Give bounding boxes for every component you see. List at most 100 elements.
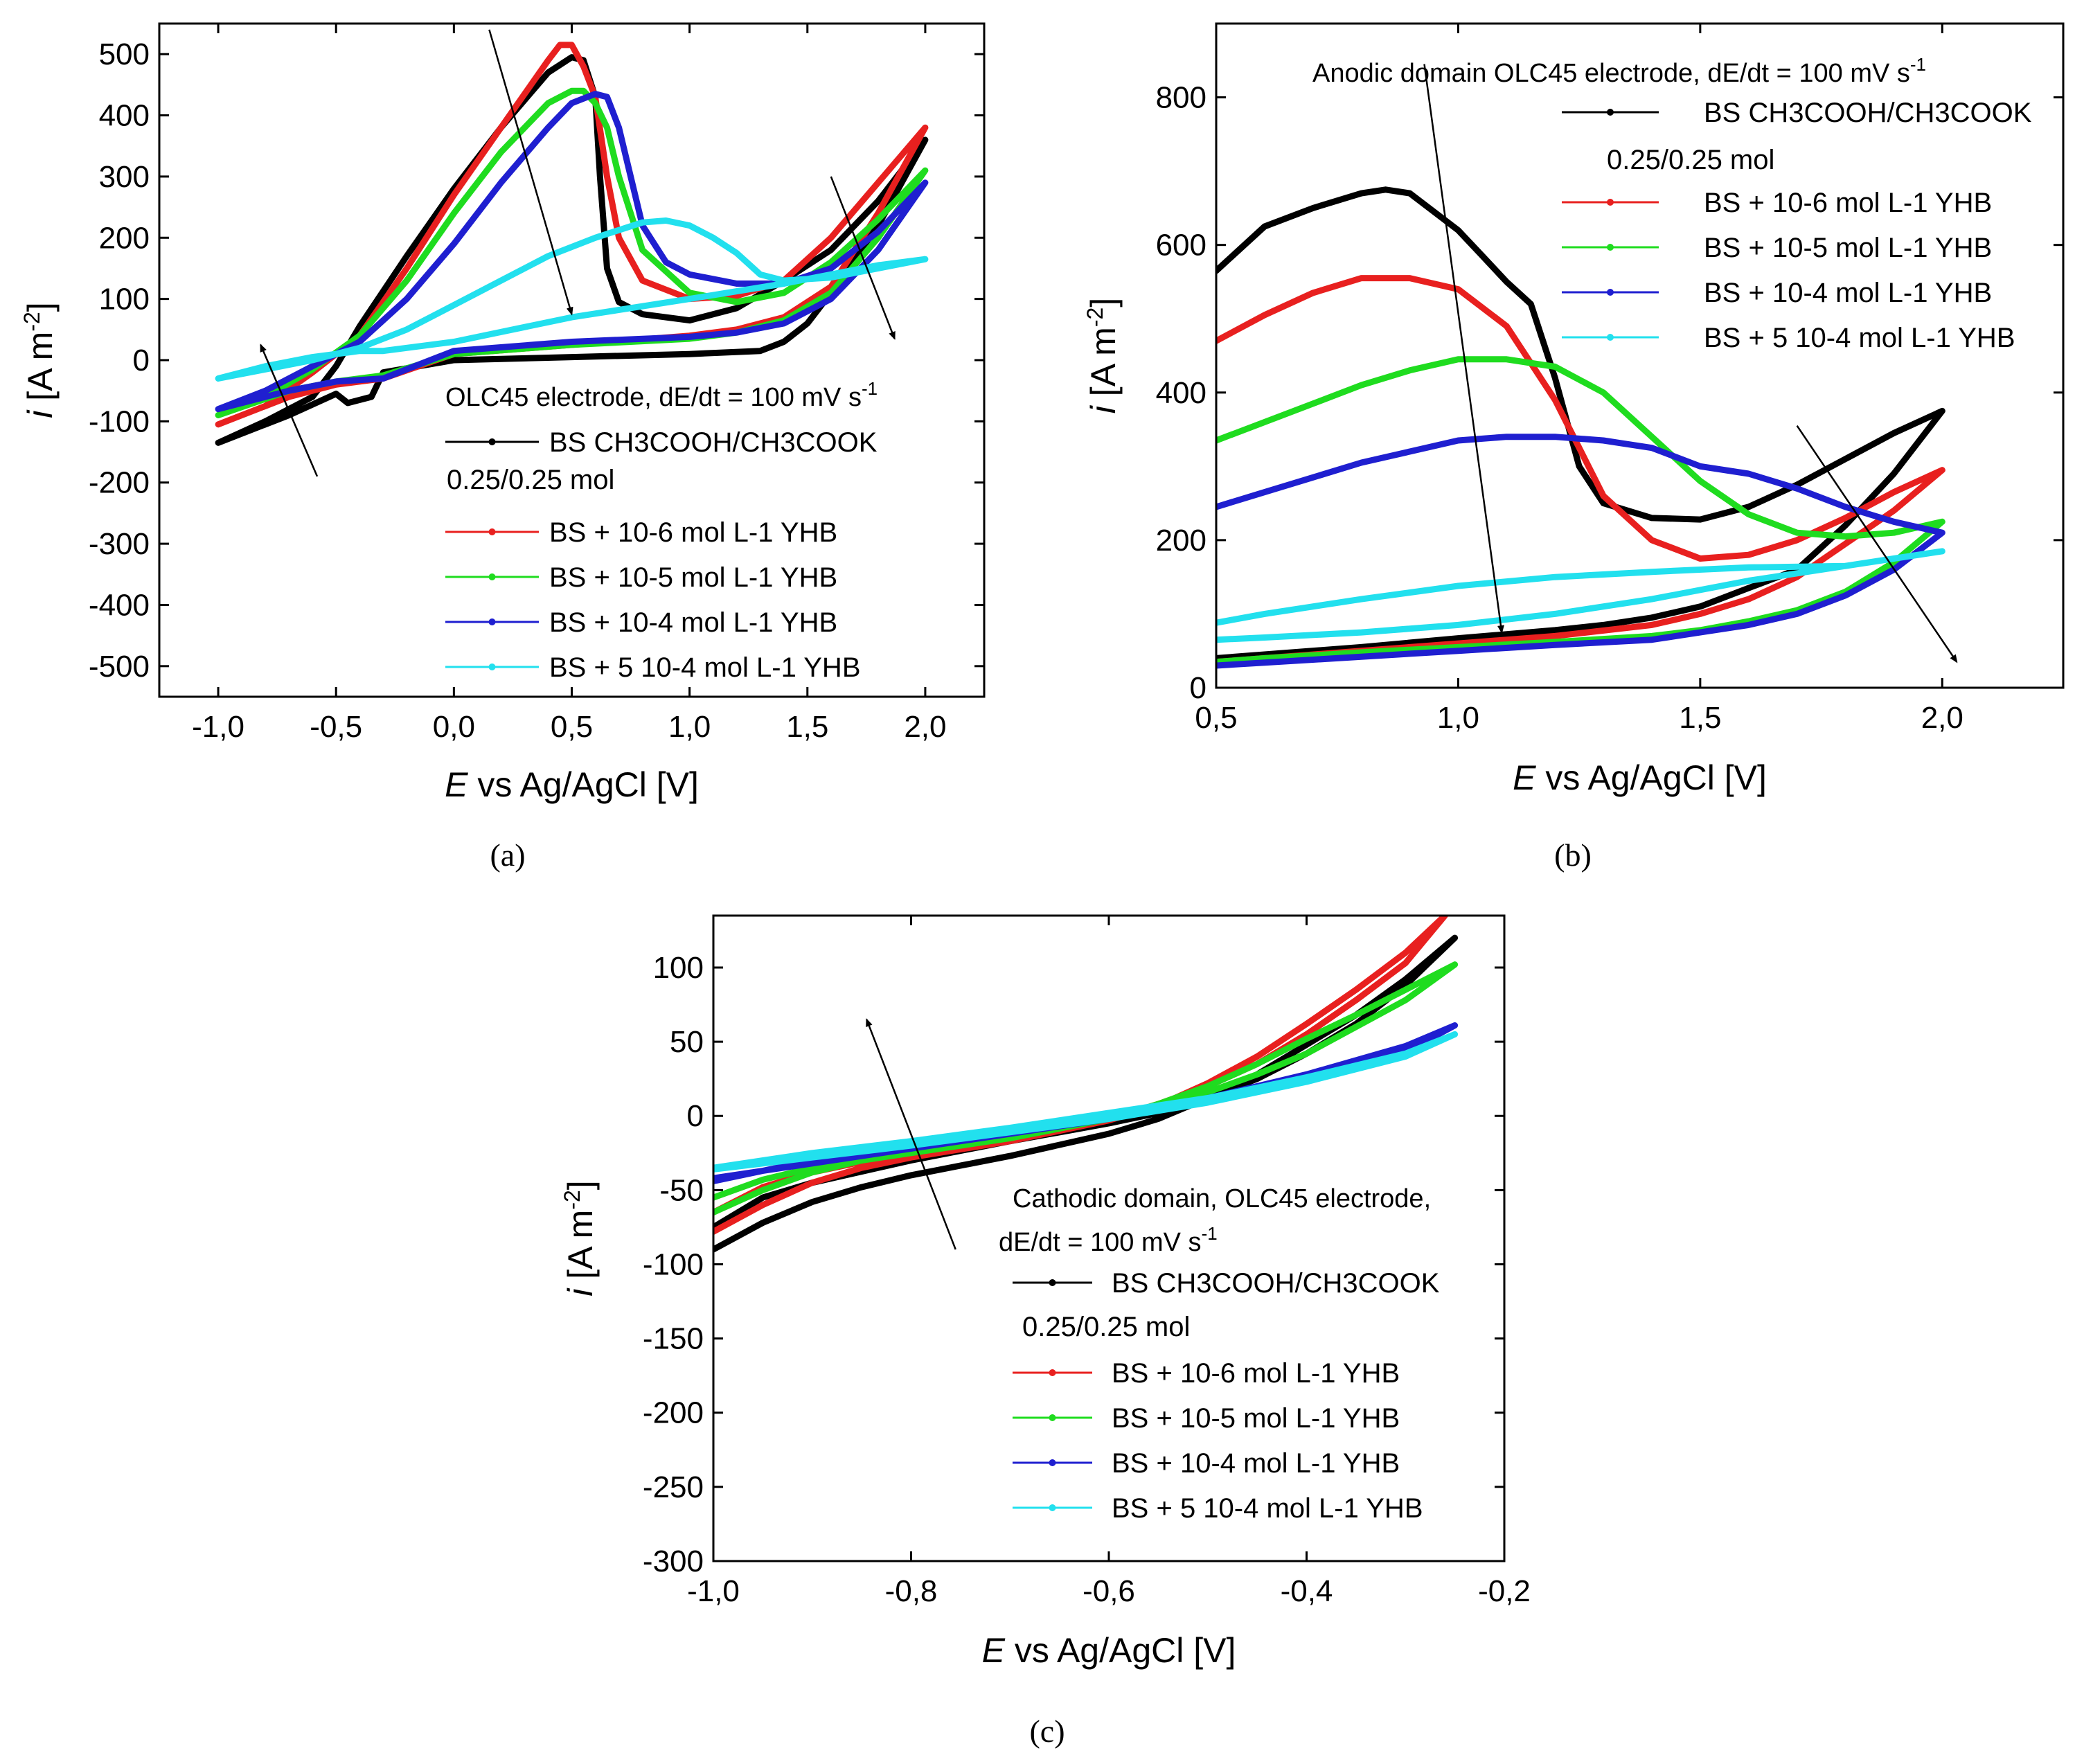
panel-c-ytick-label-1: -250 xyxy=(643,1470,704,1504)
panel-a-legend-label-2: BS + 10-5 mol L-1 YHB xyxy=(549,562,837,593)
panel-b-legend-label-1: BS + 10-6 mol L-1 YHB xyxy=(1704,188,1992,218)
panel-c-legend: BS CH3COOH/CH3COOK BS + 10-6 mol L-1 YHB B… xyxy=(1013,1268,1440,1524)
panel-b-xtick-label-1: 1,0 xyxy=(1437,701,1479,735)
panel-a-legend-marker-3 xyxy=(488,618,496,625)
panel-b-ytick-label-4: 800 xyxy=(1156,81,1206,115)
panel-a-ytick-label-4: -100 xyxy=(89,404,150,438)
panel-b-legend-label-3: BS + 10-4 mol L-1 YHB xyxy=(1704,278,1992,308)
panel-b-xtick-label-3: 2,0 xyxy=(1921,701,1963,735)
panel-c-legend-note: 0.25/0.25 mol xyxy=(1022,1312,1190,1342)
panel-b-legend-note: 0.25/0.25 mol xyxy=(1607,145,1774,175)
panel-a-ytick-label-9: 400 xyxy=(99,99,150,133)
panel-a-xtick-label-6: 2,0 xyxy=(904,710,946,744)
panel-b-series-1 xyxy=(1216,275,1945,666)
panel-a-trend-arrow-0 xyxy=(488,29,573,316)
panel-c-plot: -1,0 -0,8 -0,6 -0,4 -0,2 -300 -250 -200 -150 -100… xyxy=(560,914,1531,1670)
panel-c-ytick-label-2: -200 xyxy=(643,1396,704,1430)
panel-a-trend-arrow-2 xyxy=(260,344,319,477)
panel-a-ytick-label-8: 300 xyxy=(99,160,150,194)
panel-b-xtick-label-0: 0,5 xyxy=(1195,701,1237,735)
panel-b-legend-title: Anodic domain OLC45 electrode, dE/dt = 1… xyxy=(1312,54,1926,88)
panel-c: -1,0 -0,8 -0,6 -0,4 -0,2 -300 -250 -200 -150 -100… xyxy=(560,914,1531,1749)
panel-a-legend-label-4: BS + 5 10-4 mol L-1 YHB xyxy=(549,652,861,683)
panel-c-xtick-label-2: -0,6 xyxy=(1083,1574,1135,1608)
panel-c-legend-label-3: BS + 10-4 mol L-1 YHB xyxy=(1112,1448,1400,1479)
panel-b-frame xyxy=(1215,22,2065,689)
panel-b-x-axis-title: E vs Ag/AgCl [V] xyxy=(1513,758,1767,797)
panel-b-series-2 xyxy=(1216,356,1945,666)
panel-b-trend-arrow-0 xyxy=(1423,64,1504,634)
panel-a-y-axis-title: i [A m-2] xyxy=(19,302,60,418)
panel-b-trend-arrow-1 xyxy=(1796,425,1958,663)
panel-c-trend-arrow-0 xyxy=(866,1018,956,1250)
panel-a-legend-marker-4 xyxy=(488,663,496,670)
panel-a-ytick-label-3: -200 xyxy=(89,466,150,500)
panel-a-ytick-label-1: -400 xyxy=(89,588,150,622)
panel-c-xtick-label-0: -1,0 xyxy=(687,1574,740,1608)
panel-a-xtick-label-4: 1,0 xyxy=(668,710,711,744)
panel-c-ytick-label-4: -100 xyxy=(643,1247,704,1281)
panel-c-legend-marker-3 xyxy=(1049,1459,1056,1466)
panel-c-xtick-label-3: -0,4 xyxy=(1281,1574,1333,1608)
panel-a-x-axis-title: E vs Ag/AgCl [V] xyxy=(445,765,699,804)
panel-a-legend-label-1: BS + 10-6 mol L-1 YHB xyxy=(549,517,837,548)
panel-c-legend-label-0: BS CH3COOH/CH3COOK xyxy=(1112,1268,1440,1299)
panel-b-legend-label-2: BS + 10-5 mol L-1 YHB xyxy=(1704,233,1992,263)
panel-a-label: (a) xyxy=(490,837,525,873)
panel-a-legend-note: 0.25/0.25 mol xyxy=(447,465,614,495)
panel-b-xtick-label-2: 1,5 xyxy=(1679,701,1721,735)
panel-c-legend-marker-4 xyxy=(1049,1504,1056,1511)
panel-a-xtick-label-0: -1,0 xyxy=(192,710,244,744)
panel-a-legend-title: OLC45 electrode, dE/dt = 100 mV s-1 xyxy=(445,378,878,412)
panel-c-series-4 xyxy=(713,1031,1459,1173)
panel-c-label: (c) xyxy=(1029,1713,1065,1749)
panel-b-legend-marker-1 xyxy=(1607,199,1614,206)
panel-b-legend-label-4: BS + 5 10-4 mol L-1 YHB xyxy=(1704,323,2015,353)
panel-a-series-3 xyxy=(215,91,929,413)
panel-a-xtick-label-3: 0,5 xyxy=(551,710,593,744)
panel-c-legend-marker-1 xyxy=(1049,1369,1056,1376)
panel-a-legend-marker-2 xyxy=(488,573,496,580)
panel-a-ytick-label-7: 200 xyxy=(99,221,150,255)
panel-c-y-axis-title: i [A m-2] xyxy=(560,1180,600,1296)
panel-a-plot: -1,0 -0,5 0,0 0,5 1,0 1,5 2,0 -500 -400 -300 -200 -… xyxy=(19,22,986,804)
panel-a-legend-marker-1 xyxy=(488,528,496,535)
panel-a-xtick-label-2: 0,0 xyxy=(433,710,475,744)
panel-b-series-3 xyxy=(1216,434,1945,669)
panel-c-ytick-label-3: -150 xyxy=(643,1322,704,1356)
panel-a-series-4 xyxy=(215,217,929,382)
panel-a-ytick-label-2: -300 xyxy=(89,527,150,561)
panel-a-ytick-label-0: -500 xyxy=(89,650,150,684)
panel-b-legend-marker-4 xyxy=(1607,334,1614,341)
panel-b-ytick-label-1: 200 xyxy=(1156,524,1206,558)
panel-c-ytick-label-6: 0 xyxy=(687,1099,704,1133)
panel-c-xtick-label-1: -0,8 xyxy=(885,1574,938,1608)
panel-c-legend-marker-2 xyxy=(1049,1414,1056,1421)
panel-b: 0,5 1,0 1,5 2,0 0 200 400 600 800 E vs Ag/AgCl [V… xyxy=(1083,22,2065,873)
panel-b-ytick-label-2: 400 xyxy=(1156,376,1206,410)
panel-a: -1,0 -0,5 0,0 0,5 1,0 1,5 2,0 -500 -400 -300 -200 -… xyxy=(19,22,986,873)
panel-a-xtick-label-1: -0,5 xyxy=(310,710,362,744)
panel-b-series-0 xyxy=(1216,186,1945,661)
panel-a-legend-label-0: BS CH3COOH/CH3COOK xyxy=(549,427,878,458)
panel-b-legend-marker-3 xyxy=(1607,289,1614,296)
panel-c-legend-title-2: dE/dt = 100 mV s-1 xyxy=(999,1223,1218,1257)
panel-a-xtick-label-5: 1,5 xyxy=(786,710,828,744)
panel-c-xtick-label-4: -0,2 xyxy=(1478,1574,1531,1608)
panel-c-x-axis-title: E vs Ag/AgCl [V] xyxy=(982,1631,1236,1670)
panel-b-legend-marker-0 xyxy=(1607,109,1614,116)
panel-b-ytick-label-0: 0 xyxy=(1190,671,1206,705)
panel-c-legend-label-1: BS + 10-6 mol L-1 YHB xyxy=(1112,1358,1400,1389)
panel-b-ytick-label-3: 600 xyxy=(1156,229,1206,262)
panel-b-legend-marker-2 xyxy=(1607,244,1614,251)
panel-c-legend-marker-0 xyxy=(1049,1279,1056,1286)
panel-c-legend-title: Cathodic domain, OLC45 electrode, xyxy=(1013,1184,1431,1213)
panel-b-label: (b) xyxy=(1554,837,1592,873)
panel-c-ytick-label-7: 50 xyxy=(670,1025,704,1059)
panel-a-ytick-label-5: 0 xyxy=(133,344,150,377)
panel-b-legend-label-0: BS CH3COOH/CH3COOK xyxy=(1704,98,2032,128)
panel-b-plot: 0,5 1,0 1,5 2,0 0 200 400 600 800 E vs Ag/AgCl [V… xyxy=(1083,22,2065,797)
panel-c-legend-label-4: BS + 5 10-4 mol L-1 YHB xyxy=(1112,1493,1423,1524)
panel-b-series-4 xyxy=(1216,548,1945,643)
